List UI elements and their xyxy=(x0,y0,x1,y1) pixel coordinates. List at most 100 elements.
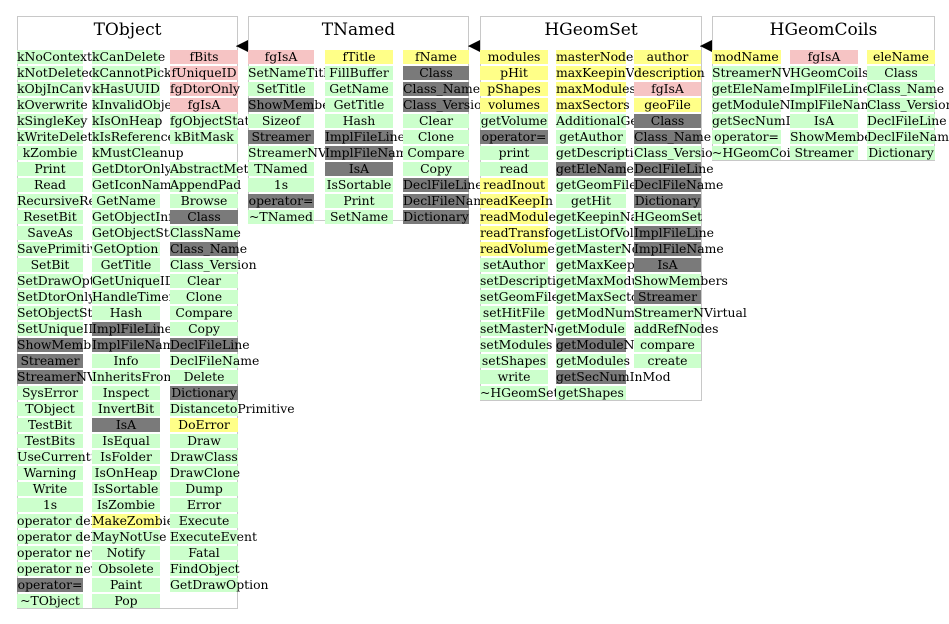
member-cell: DeclFileLine xyxy=(170,337,250,352)
member-cell: setGeomFile xyxy=(480,289,559,304)
member-cell: Class xyxy=(403,66,469,80)
inheritance-arrow-icon xyxy=(236,40,248,52)
member-cell: Inspect xyxy=(92,386,160,400)
member-cell: modName xyxy=(712,50,781,64)
member-cell: ImplFileName xyxy=(634,241,724,256)
member-cell: SetTitle xyxy=(248,82,314,96)
member-cell: GetDtorOnly xyxy=(92,161,172,176)
member-cell: Delete xyxy=(170,370,238,384)
member-cell: Browse xyxy=(170,194,238,208)
member-cell: DrawClass xyxy=(170,449,238,464)
member-cell: operator new[] xyxy=(17,561,111,576)
member-cell: getMasterNodes xyxy=(556,241,661,256)
member-cell: ShowMembers xyxy=(634,273,728,288)
member-cell: ImplFileLine xyxy=(634,225,714,240)
member-cell: kNoContextMenu xyxy=(17,49,128,64)
member-cell: HGeomCoils xyxy=(790,65,869,80)
member-cell: DeclFileLine xyxy=(634,161,714,176)
member-cell: Class_Version xyxy=(170,257,257,272)
member-cell: fUniqueID xyxy=(170,65,238,80)
member-cell: Warning xyxy=(17,466,83,480)
member-cell: DeclFileName xyxy=(170,353,260,368)
member-cell: TestBits xyxy=(17,434,83,448)
member-cell: GetTitle xyxy=(325,98,393,112)
member-cell: Class_Version xyxy=(867,97,949,112)
member-cell: setDescription xyxy=(480,273,572,288)
member-cell: setModules xyxy=(480,337,553,352)
member-cell: eleName xyxy=(867,50,935,64)
member-cell: operator delete[] xyxy=(17,529,124,544)
member-cell: StreamerNVirtual xyxy=(634,305,747,320)
member-cell: ~HGeomCoils xyxy=(712,145,801,160)
member-cell: getModules xyxy=(556,353,630,368)
member-cell: getDescription xyxy=(556,145,650,160)
member-cell: Compare xyxy=(170,306,238,320)
member-cell: maxSectors xyxy=(556,97,630,112)
member-cell: HandleTimer xyxy=(92,289,175,304)
member-cell: create xyxy=(634,354,701,368)
member-cell: kZombie xyxy=(17,146,83,160)
member-cell: Dictionary xyxy=(170,385,238,400)
member-cell: Paint xyxy=(92,578,160,592)
member-cell: DrawClone xyxy=(170,465,241,480)
member-cell: DistancetoPrimitive xyxy=(170,401,295,416)
member-cell: ImplFileLine xyxy=(790,81,870,96)
member-cell: maxModules xyxy=(556,81,636,96)
member-cell: compare xyxy=(634,338,701,352)
member-cell: readKeepIn xyxy=(480,193,553,208)
member-cell: setHitFile xyxy=(480,306,548,320)
member-cell: SetName xyxy=(325,210,393,224)
member-cell: StreamerNVirtual xyxy=(17,369,130,384)
member-cell: GetIconName xyxy=(92,177,179,192)
member-cell: IsEqual xyxy=(92,434,160,448)
member-cell: geoFile xyxy=(634,98,701,112)
member-cell: Class xyxy=(170,210,238,224)
member-cell: kNotDeleted xyxy=(17,65,97,80)
member-cell: operator= xyxy=(712,130,781,144)
member-cell: ShowMembers xyxy=(17,337,111,352)
member-cell: IsA xyxy=(92,418,160,432)
member-cell: Fatal xyxy=(170,546,238,560)
member-cell: Compare xyxy=(403,146,469,160)
member-cell: 1s xyxy=(17,498,83,512)
member-cell: UseCurrentStyle xyxy=(17,449,123,464)
member-cell: AdditionalGeometry xyxy=(556,113,683,128)
member-cell: RecursiveRemove xyxy=(17,193,130,208)
member-cell: operator delete xyxy=(17,513,115,528)
member-cell: HGeomSet xyxy=(634,209,703,224)
member-cell: ExecuteEvent xyxy=(170,529,257,544)
member-cell: operator new xyxy=(17,545,102,560)
member-cell: readTransform xyxy=(480,225,575,240)
member-cell: Class xyxy=(634,114,701,128)
member-cell: fBits xyxy=(170,50,238,64)
member-cell: InvertBit xyxy=(92,402,160,416)
member-cell: DeclFileLine xyxy=(403,177,483,192)
member-cell: setAuthor xyxy=(480,258,548,272)
member-cell: kMustCleanup xyxy=(92,145,184,160)
member-cell: Hash xyxy=(325,114,393,128)
member-cell: Class xyxy=(867,66,935,80)
member-cell: SaveAs xyxy=(17,226,83,240)
member-cell: getModNumInMod xyxy=(556,305,676,320)
member-cell: fgDtorOnly xyxy=(170,81,240,96)
member-cell: Streamer xyxy=(248,130,314,144)
member-cell: getVolume xyxy=(480,113,548,128)
member-cell: ResetBit xyxy=(17,210,83,224)
member-cell: kIsOnHeap xyxy=(92,113,163,128)
member-cell: Clear xyxy=(403,114,469,128)
member-cell: IsZombie xyxy=(92,498,160,512)
member-cell: Class_Version xyxy=(634,145,721,160)
member-cell: TNamed xyxy=(248,162,314,176)
member-cell: maxKeepinVolumes xyxy=(556,65,679,80)
member-cell: Pop xyxy=(92,594,160,608)
member-cell: kCanDelete xyxy=(92,49,166,64)
member-cell: Class_Name xyxy=(634,129,712,144)
member-cell: SetBit xyxy=(17,258,83,272)
member-cell: Streamer xyxy=(634,290,701,304)
member-cell: kCannotPick xyxy=(92,65,172,80)
member-cell: kOverwrite xyxy=(17,97,88,112)
member-cell: Clone xyxy=(170,290,238,304)
member-cell: ShowMembers xyxy=(790,129,884,144)
member-cell: Class_Name xyxy=(403,81,481,96)
member-cell: setShapes xyxy=(480,353,548,368)
